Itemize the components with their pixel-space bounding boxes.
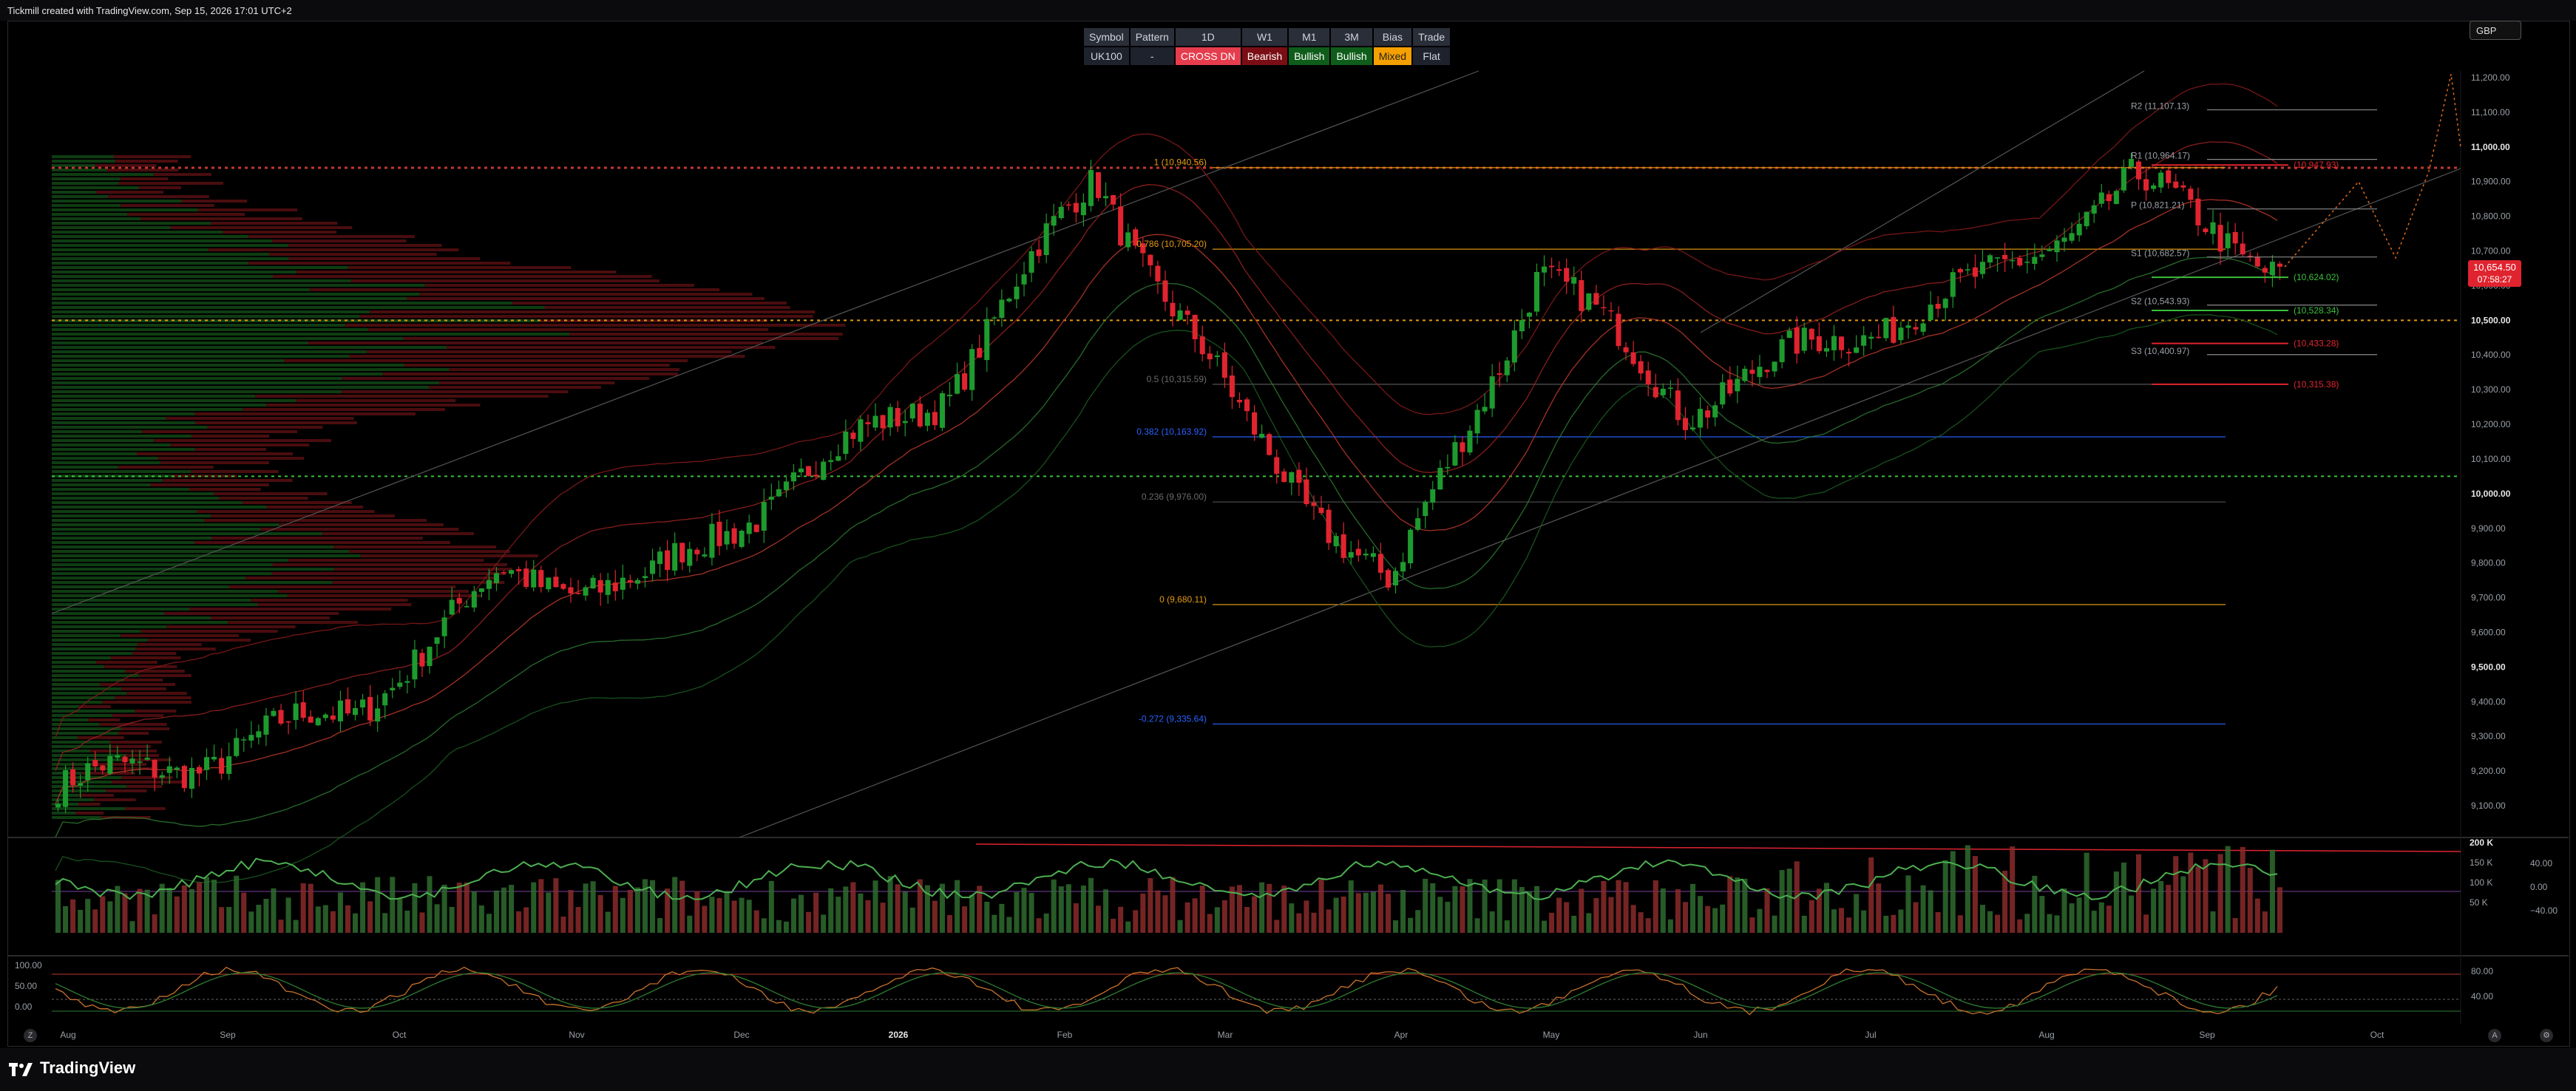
bias-header: Bias	[1373, 28, 1412, 46]
tradingview-logo-icon	[9, 1061, 33, 1076]
bias-header: M1	[1289, 28, 1330, 46]
bias-header: 3M	[1331, 28, 1372, 46]
chart-frame[interactable]	[7, 21, 2570, 1047]
tradingview-brand: TradingView	[9, 1058, 135, 1078]
bias-symbol: UK100	[1084, 47, 1129, 65]
settings-button[interactable]: ⚙	[2540, 1029, 2553, 1042]
auto-scale-button[interactable]: A	[2488, 1029, 2501, 1042]
bottom-bar	[0, 1048, 2576, 1091]
bias-table: Symbol Pattern 1D W1 M1 3M Bias Trade UK…	[1082, 27, 1451, 67]
bias-header: Pattern	[1130, 28, 1174, 46]
bias-header: W1	[1241, 28, 1288, 46]
bias-pattern: -	[1130, 47, 1174, 65]
bias-trade: Flat	[1413, 47, 1451, 65]
currency-selector[interactable]: GBP	[2470, 21, 2521, 40]
bias-1d: CROSS DN	[1175, 47, 1241, 65]
bias-header: 1D	[1175, 28, 1241, 46]
bias-header: Trade	[1413, 28, 1451, 46]
bias-header: Symbol	[1084, 28, 1129, 46]
timezone-button[interactable]: Z	[24, 1029, 37, 1042]
top-bar: Tickmill created with TradingView.com, S…	[0, 0, 2576, 21]
bias-m1: Bullish	[1289, 47, 1330, 65]
brand-name: TradingView	[40, 1058, 136, 1077]
bias-bias: Mixed	[1373, 47, 1412, 65]
credit-text: Tickmill created with TradingView.com, S…	[7, 5, 292, 16]
bias-w1: Bearish	[1241, 47, 1288, 65]
bias-3m: Bullish	[1331, 47, 1372, 65]
